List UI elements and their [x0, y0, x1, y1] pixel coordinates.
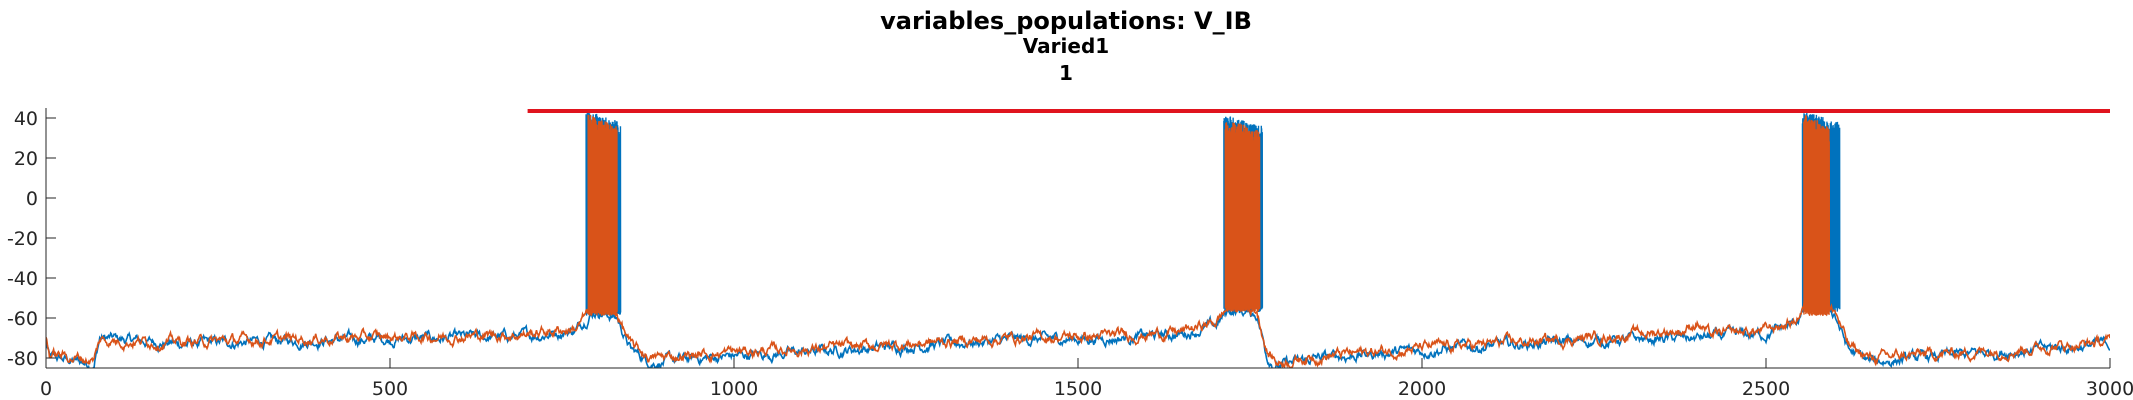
chart-title: variables_populations: V_IB [880, 7, 1252, 35]
series-2-burst-1 [587, 114, 618, 316]
y-tick-label: -40 [7, 268, 38, 290]
y-tick-label: 0 [26, 188, 38, 210]
series-2-baseline-line [46, 297, 2110, 368]
x-tick-label: 3000 [2086, 378, 2133, 400]
series-1-baseline-line [46, 299, 2110, 368]
x-tick-label: 2500 [1742, 378, 1790, 400]
traces-layer [46, 109, 2110, 368]
series-2-trace [46, 114, 2110, 368]
y-tick-label: -60 [7, 308, 38, 330]
x-axis: 0 500 1000 1500 2000 2500 3000 [40, 358, 2133, 400]
chart-subtitle-line-2: 1 [1059, 61, 1073, 85]
y-axis: -80 -60 -40 -20 0 20 40 [7, 108, 56, 370]
series-2-burst-2 [1224, 122, 1261, 312]
y-tick-label: 20 [14, 148, 38, 170]
x-tick-label: 1000 [710, 378, 758, 400]
chart-subtitle-line-1: Varied1 [1023, 34, 1109, 58]
x-tick-label: 2000 [1398, 378, 1446, 400]
y-tick-label: -20 [7, 228, 38, 250]
series-2-burst-3 [1803, 115, 1831, 317]
plot-area [46, 109, 2110, 368]
x-tick-label: 500 [372, 378, 408, 400]
y-tick-label: -80 [7, 348, 38, 370]
series-1-trace [46, 111, 2110, 368]
y-tick-label: 40 [14, 108, 38, 130]
x-tick-label: 0 [40, 378, 52, 400]
x-tick-label: 1500 [1054, 378, 1102, 400]
